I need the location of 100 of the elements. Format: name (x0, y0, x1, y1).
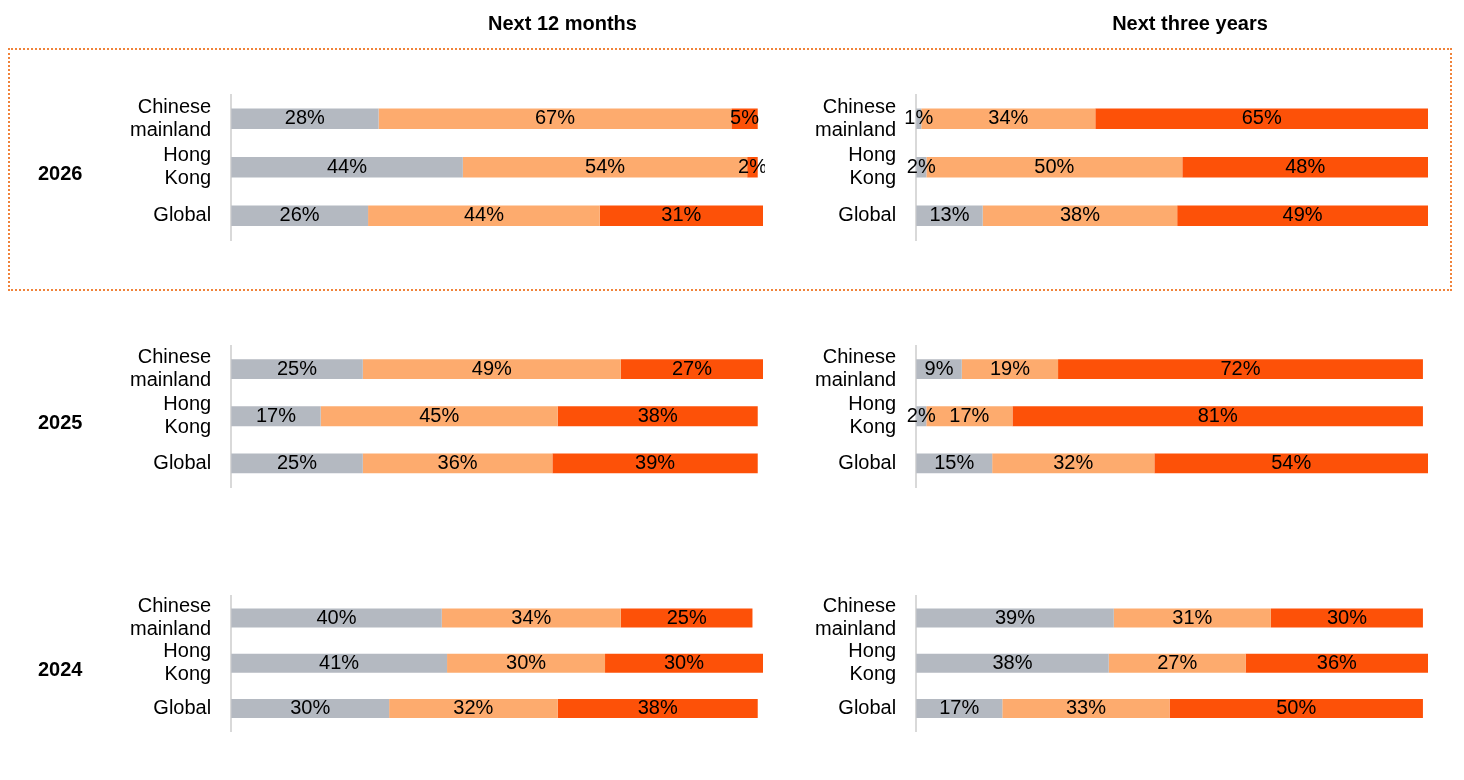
data-label: 49% (1282, 203, 1323, 226)
data-label: 39% (635, 450, 676, 473)
data-label: 67% (534, 106, 576, 129)
data-label: 13% (929, 203, 970, 226)
data-label: 17% (255, 403, 297, 426)
data-label: 54% (585, 154, 626, 177)
bar (1154, 453, 1428, 474)
bar (368, 205, 600, 226)
data-label: 27% (671, 356, 713, 379)
chart-title: Next three years (1111, 12, 1269, 35)
data-label: 25% (276, 450, 318, 473)
bar (557, 698, 758, 718)
bar (362, 359, 621, 379)
data-label: 44% (326, 154, 368, 177)
data-label: 36% (437, 450, 478, 473)
data-label: 2% (906, 154, 936, 177)
y-tick-label: Global (153, 203, 212, 226)
bar (599, 205, 763, 226)
data-label: 25% (666, 605, 707, 628)
bar (1245, 653, 1428, 673)
data-label: 38% (1059, 203, 1101, 226)
bar (231, 653, 448, 673)
bar (231, 157, 463, 178)
data-label: 2% (906, 403, 936, 426)
data-label: 19% (989, 356, 1031, 379)
bar (1182, 157, 1428, 178)
data-label: 54% (1271, 450, 1312, 473)
data-label: 17% (949, 403, 990, 426)
bar (389, 698, 558, 718)
data-label: 34% (988, 106, 1029, 129)
data-label: 9% (924, 356, 954, 379)
y-axis-title: 2024 (38, 657, 83, 681)
chart-title: Next 12 months (487, 12, 638, 35)
y-tick-label: Chinese mainland (814, 594, 897, 640)
y-tick-label: Global (153, 695, 212, 718)
bar (1108, 653, 1246, 673)
data-label: 27% (1157, 650, 1198, 673)
data-label: 49% (471, 356, 513, 379)
y-tick-label: Chinese mainland (814, 345, 897, 391)
y-tick-label: Global (838, 450, 897, 473)
data-label: 50% (1034, 154, 1075, 177)
bar (1058, 359, 1423, 379)
data-label: 81% (1197, 403, 1238, 426)
data-label: 38% (637, 403, 678, 426)
data-label: 40% (316, 605, 357, 628)
bar (320, 406, 558, 427)
y-tick-label: Hong Kong (163, 143, 212, 189)
y-tick-label: Hong Kong (163, 639, 212, 685)
bar (447, 653, 606, 673)
data-label: 44% (463, 203, 505, 226)
data-label: 33% (1065, 695, 1107, 718)
data-label: 72% (1220, 356, 1261, 379)
bar (605, 653, 763, 673)
y-tick-label: Hong Kong (848, 639, 897, 685)
y-tick-label: Chinese mainland (129, 94, 212, 140)
data-label: 41% (319, 650, 360, 673)
bar (441, 608, 621, 628)
y-tick-label: Chinese mainland (129, 594, 212, 640)
data-label: 32% (1053, 450, 1094, 473)
bar (916, 608, 1114, 628)
y-tick-label: Hong Kong (848, 143, 897, 189)
bar (620, 359, 763, 379)
y-tick-label: Hong Kong (163, 392, 212, 438)
bar (916, 653, 1109, 673)
data-label: 38% (637, 695, 678, 718)
bar (1113, 608, 1271, 628)
data-label: 26% (279, 203, 320, 226)
data-label: 34% (511, 605, 552, 628)
y-axis-title: 2026 (38, 161, 83, 185)
data-label: 30% (290, 695, 331, 718)
data-label: 31% (1172, 605, 1213, 628)
data-label: 65% (1241, 106, 1282, 129)
y-tick-label: Global (838, 203, 897, 226)
y-tick-label: Global (153, 450, 212, 473)
y-tick-label: Chinese mainland (129, 345, 212, 391)
bar (557, 406, 758, 427)
data-label: 45% (419, 403, 460, 426)
data-label: 48% (1285, 154, 1326, 177)
y-axis-title: 2025 (38, 410, 83, 434)
bar (1012, 406, 1423, 427)
data-label: 39% (994, 605, 1036, 628)
data-label: 31% (661, 203, 702, 226)
y-tick-label: Hong Kong (848, 392, 897, 438)
data-label: 15% (934, 450, 975, 473)
data-label: 30% (1326, 605, 1368, 628)
bar (378, 108, 732, 129)
y-tick-label: Chinese mainland (814, 94, 897, 140)
bar (1177, 205, 1428, 226)
data-label: 36% (1316, 650, 1358, 673)
bar (1169, 698, 1423, 718)
bar (1002, 698, 1170, 718)
bar (231, 608, 442, 628)
data-label: 38% (992, 650, 1033, 673)
data-label: 17% (939, 695, 980, 718)
data-label: 30% (506, 650, 547, 673)
data-label: 32% (453, 695, 494, 718)
y-tick-label: Global (838, 695, 897, 718)
bar (1095, 108, 1428, 129)
data-label: 50% (1276, 695, 1317, 718)
data-label: 30% (664, 650, 705, 673)
